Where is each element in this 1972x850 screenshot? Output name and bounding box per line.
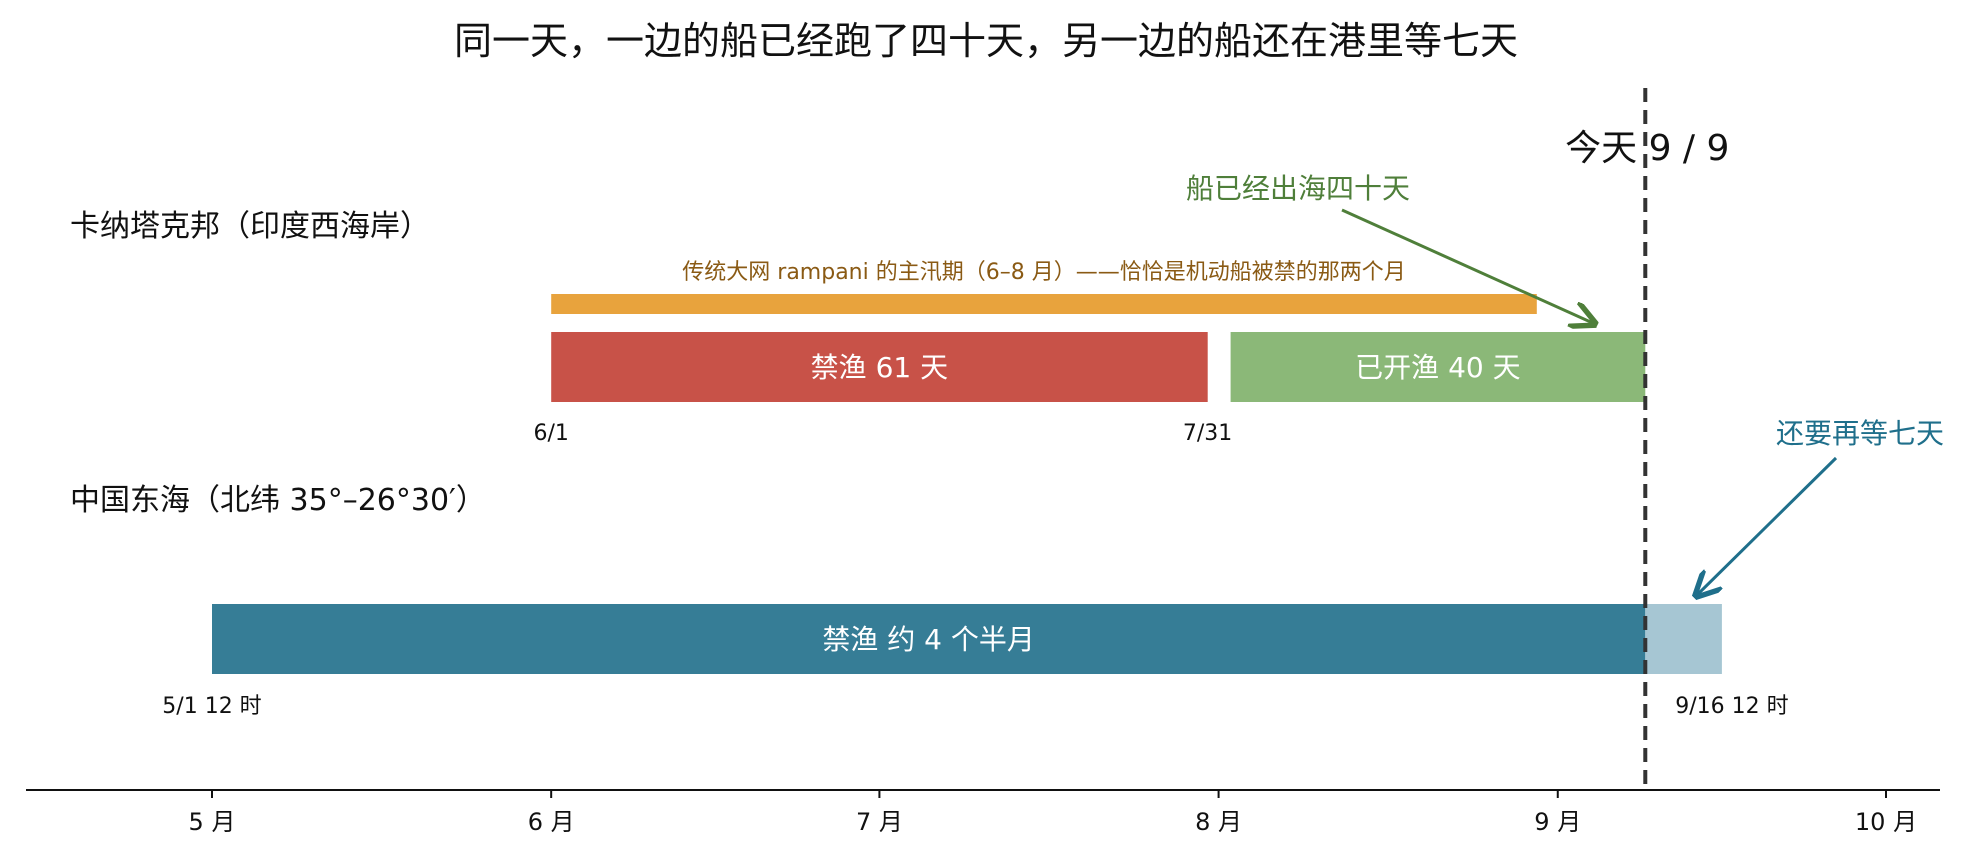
x-tick-label: 9 月 — [1534, 808, 1581, 836]
annotation-arrow-wait7 — [1696, 456, 1838, 596]
date-label-1-1: 9/16 12 时 — [1675, 694, 1788, 719]
date-label-0-1: 7/31 — [1183, 421, 1232, 446]
bar-karnataka-open — [1230, 332, 1646, 402]
bar-label-karnataka-ban: 禁渔 61 天 — [811, 351, 948, 384]
row-label-karnataka: 卡纳塔克邦（印度西海岸） — [70, 209, 430, 244]
bar-label-rampani: 传统大网 rampani 的主汛期（6–8 月）——恰恰是机动船被禁的那两个月 — [682, 260, 1405, 285]
labels-layer: 传统大网 rampani 的主汛期（6–8 月）——恰恰是机动船被禁的那两个月禁… — [162, 260, 1788, 719]
x-tick-label: 10 月 — [1855, 808, 1917, 836]
bar-label-karnataka-open: 已开渔 40 天 — [1355, 351, 1520, 384]
bars-layer — [212, 294, 1722, 674]
x-tick-label: 8 月 — [1195, 808, 1242, 836]
annotation-sea40: 船已经出海四十天 — [1186, 172, 1410, 205]
bar-label-china-ban: 禁渔 约 4 个半月 — [822, 623, 1035, 656]
today-label: 今天 9 / 9 — [1565, 128, 1729, 169]
date-label-1-0: 5/1 12 时 — [162, 694, 261, 719]
row-label-china: 中国东海（北纬 35°–26°30′） — [70, 483, 486, 518]
bar-rampani — [551, 294, 1537, 314]
bar-china-remaining — [1645, 604, 1722, 674]
annotation-arrow-sea40 — [1341, 208, 1595, 324]
x-tick-label: 5 月 — [189, 808, 236, 836]
chart-title: 同一天，一边的船已经跑了四十天，另一边的船还在港里等七天 — [454, 19, 1518, 63]
bar-china-ban — [212, 604, 1646, 674]
x-tick-label: 7 月 — [856, 808, 903, 836]
date-label-0-0: 6/1 — [533, 421, 568, 446]
x-axis-ticks: 5 月 6 月 7 月 8 月 9 月 10 月 — [189, 790, 1917, 836]
annotation-wait7: 还要再等七天 — [1776, 417, 1944, 450]
bar-karnataka-ban — [551, 332, 1208, 402]
x-tick-label: 6 月 — [528, 808, 575, 836]
